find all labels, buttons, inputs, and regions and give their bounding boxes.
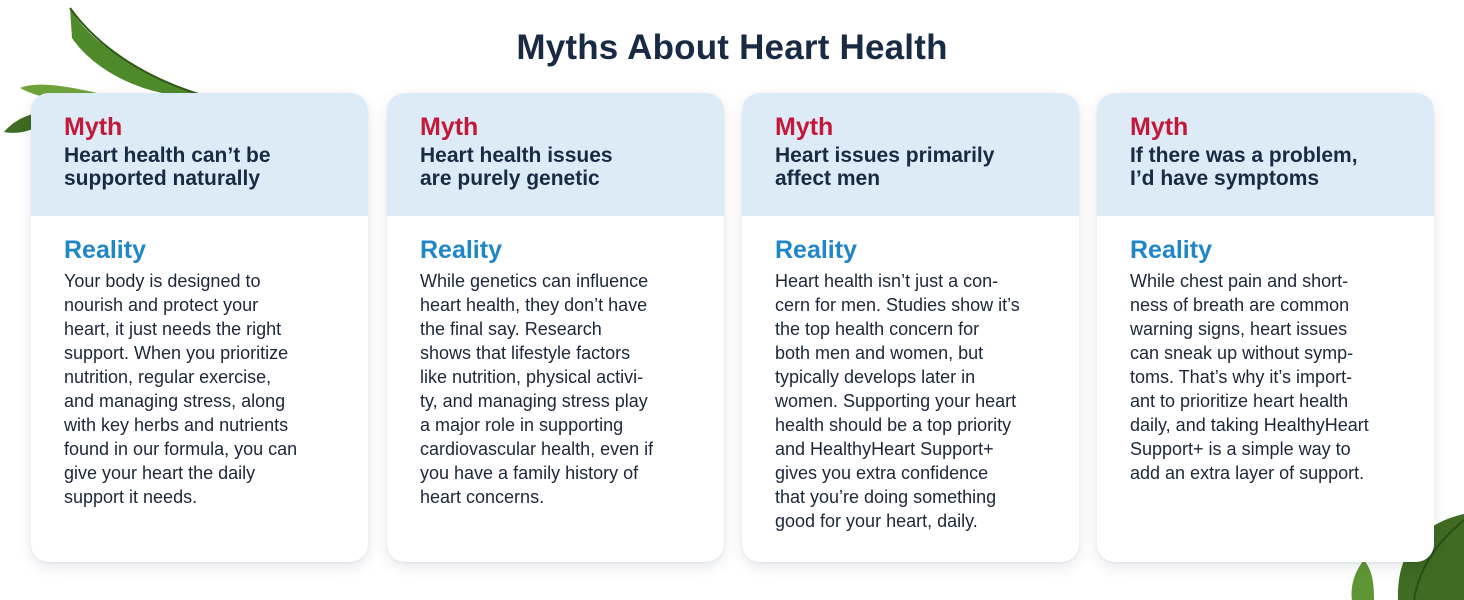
reality-line: good for your heart, daily. bbox=[775, 511, 978, 531]
reality-line: While genetics can influence bbox=[420, 271, 649, 291]
myth-card: Myth Heart issues primarily affect men R… bbox=[742, 93, 1079, 562]
reality-line: add an extra layer of support. bbox=[1130, 463, 1365, 483]
myth-line: If there was a problem, bbox=[1130, 144, 1358, 167]
reality-line: ness of breath are common bbox=[1130, 295, 1350, 315]
reality-line: with key herbs and nutrients bbox=[64, 415, 289, 435]
reality-text: While chest pain and short- ness of brea… bbox=[1130, 269, 1416, 485]
myth-statement: Heart issues primarily affect men bbox=[775, 144, 1059, 190]
myth-card: Myth If there was a problem, I’d have sy… bbox=[1097, 93, 1434, 562]
myth-statement: If there was a problem, I’d have symptom… bbox=[1130, 144, 1414, 190]
reality-section: Reality While genetics can influence hea… bbox=[387, 216, 724, 509]
reality-line: the final say. Research bbox=[420, 319, 602, 339]
myth-line: Heart health issues bbox=[420, 144, 613, 167]
reality-line: typically develops later in bbox=[775, 367, 976, 387]
reality-line: support it needs. bbox=[64, 487, 198, 507]
reality-line: daily, and taking HealthyHeart bbox=[1130, 415, 1369, 435]
reality-line: cardiovascular health, even if bbox=[420, 439, 654, 459]
myth-section: Myth Heart issues primarily affect men bbox=[742, 93, 1079, 216]
reality-line: the top health concern for bbox=[775, 319, 980, 339]
reality-line: like nutrition, physical activi- bbox=[420, 367, 644, 387]
reality-line: heart concerns. bbox=[420, 487, 545, 507]
reality-line: women. Supporting your heart bbox=[775, 391, 1017, 411]
reality-line: both men and women, but bbox=[775, 343, 984, 363]
reality-line: Your body is designed to bbox=[64, 271, 261, 291]
reality-line: you have a family history of bbox=[420, 463, 639, 483]
myth-card: Myth Heart health issues are purely gene… bbox=[387, 93, 724, 562]
page-title: Myths About Heart Health bbox=[516, 28, 948, 67]
myth-statement: Heart health can’t be supported naturall… bbox=[64, 144, 348, 190]
myth-label: Myth bbox=[64, 113, 123, 141]
reality-line: heart, it just needs the right bbox=[64, 319, 282, 339]
myth-line: supported naturally bbox=[64, 167, 261, 190]
myth-line: are purely genetic bbox=[420, 167, 600, 190]
reality-line: can sneak up without symp- bbox=[1130, 343, 1354, 363]
reality-line: a major role in supporting bbox=[420, 415, 624, 435]
reality-section: Reality Your body is designed to nourish… bbox=[31, 216, 368, 509]
reality-line: support. When you prioritize bbox=[64, 343, 289, 363]
reality-line: While chest pain and short- bbox=[1130, 271, 1349, 291]
myth-statement: Heart health issues are purely genetic bbox=[420, 144, 704, 190]
myth-line: I’d have symptoms bbox=[1130, 167, 1320, 190]
reality-line: health should be a top priority bbox=[775, 415, 1012, 435]
reality-line: nutrition, regular exercise, bbox=[64, 367, 272, 387]
reality-line: warning signs, heart issues bbox=[1130, 319, 1348, 339]
reality-line: Heart health isn’t just a con- bbox=[775, 271, 999, 291]
myth-section: Myth If there was a problem, I’d have sy… bbox=[1097, 93, 1434, 216]
myth-card: Myth Heart health can’t be supported nat… bbox=[31, 93, 368, 562]
myth-line: Heart health can’t be bbox=[64, 144, 271, 167]
reality-label: Reality bbox=[420, 236, 502, 264]
myth-label: Myth bbox=[775, 113, 834, 141]
myth-line: Heart issues primarily bbox=[775, 144, 995, 167]
reality-line: and HealthyHeart Support+ bbox=[775, 439, 994, 459]
reality-line: ty, and managing stress play bbox=[420, 391, 648, 411]
myth-section: Myth Heart health can’t be supported nat… bbox=[31, 93, 368, 216]
reality-text: Heart health isn’t just a con- cern for … bbox=[775, 269, 1061, 533]
reality-line: Support+ is a simple way to bbox=[1130, 439, 1351, 459]
reality-section: Reality While chest pain and short- ness… bbox=[1097, 216, 1434, 485]
reality-label: Reality bbox=[1130, 236, 1212, 264]
reality-line: ant to prioritize heart health bbox=[1130, 391, 1349, 411]
myth-label: Myth bbox=[1130, 113, 1189, 141]
reality-line: give your heart the daily bbox=[64, 463, 256, 483]
myth-label: Myth bbox=[420, 113, 479, 141]
leaf-icon bbox=[1351, 514, 1464, 600]
reality-line: heart health, they don’t have bbox=[420, 295, 648, 315]
reality-line: and managing stress, along bbox=[64, 391, 286, 411]
reality-label: Reality bbox=[64, 236, 146, 264]
reality-section: Reality Heart health isn’t just a con- c… bbox=[742, 216, 1079, 533]
reality-line: toms. That’s why it’s import- bbox=[1130, 367, 1353, 387]
reality-line: cern for men. Studies show it’s bbox=[775, 295, 1020, 315]
reality-line: shows that lifestyle factors bbox=[420, 343, 631, 363]
myth-line: affect men bbox=[775, 167, 881, 190]
reality-label: Reality bbox=[775, 236, 857, 264]
reality-line: found in our formula, you can bbox=[64, 439, 298, 459]
reality-line: nourish and protect your bbox=[64, 295, 259, 315]
myth-section: Myth Heart health issues are purely gene… bbox=[387, 93, 724, 216]
reality-text: Your body is designed to nourish and pro… bbox=[64, 269, 350, 509]
reality-line: that you’re doing something bbox=[775, 487, 997, 507]
reality-line: gives you extra confidence bbox=[775, 463, 989, 483]
reality-text: While genetics can influence heart healt… bbox=[420, 269, 706, 509]
